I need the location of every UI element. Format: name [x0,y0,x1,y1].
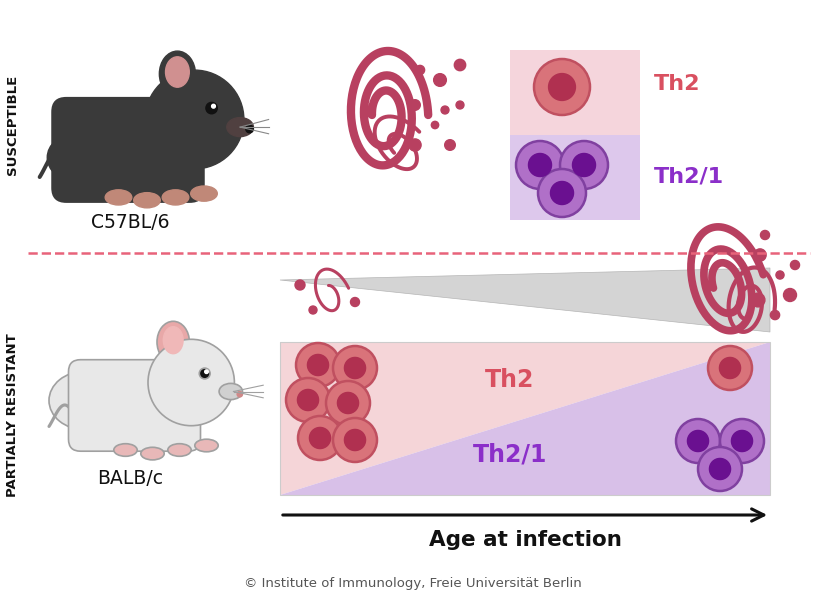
Circle shape [297,390,319,411]
Circle shape [790,260,800,270]
Circle shape [454,59,466,71]
Circle shape [776,271,784,279]
Circle shape [548,74,576,101]
Ellipse shape [164,327,183,354]
Text: Th2: Th2 [486,368,534,392]
Circle shape [145,70,244,169]
Circle shape [720,419,764,463]
Circle shape [148,339,235,426]
Circle shape [687,431,709,452]
Circle shape [310,428,330,449]
Polygon shape [280,342,770,495]
Ellipse shape [140,447,164,460]
Circle shape [444,140,455,150]
Circle shape [409,139,421,151]
Circle shape [205,370,208,373]
Circle shape [516,141,564,189]
Ellipse shape [162,190,189,205]
FancyBboxPatch shape [69,360,201,451]
Circle shape [719,358,741,379]
Circle shape [751,293,765,307]
Ellipse shape [168,444,191,456]
Circle shape [754,249,767,261]
Text: Th2: Th2 [654,74,700,94]
Circle shape [410,99,420,110]
Circle shape [456,101,464,109]
Ellipse shape [165,57,189,87]
Circle shape [732,431,752,452]
Circle shape [237,391,243,397]
Text: C57BL/6: C57BL/6 [91,212,169,232]
Text: PARTIALLY RESISTANT: PARTIALLY RESISTANT [7,333,20,497]
Text: © Institute of Immunology, Freie Universität Berlin: © Institute of Immunology, Freie Univers… [244,578,582,590]
Text: Th2/1: Th2/1 [654,167,724,187]
Bar [280,342,770,495]
FancyBboxPatch shape [51,97,205,203]
Circle shape [246,125,254,133]
Circle shape [710,458,730,479]
Circle shape [560,141,608,189]
Circle shape [761,230,770,239]
Circle shape [676,419,720,463]
Circle shape [434,74,446,86]
Text: Age at infection: Age at infection [429,530,621,550]
Circle shape [572,154,596,177]
Text: BALB/c: BALB/c [97,469,163,487]
Circle shape [708,346,752,390]
Ellipse shape [49,371,121,430]
Ellipse shape [191,186,217,201]
Circle shape [333,418,377,462]
Text: SUSCEPTIBLE: SUSCEPTIBLE [7,75,20,175]
Circle shape [296,343,340,387]
Circle shape [307,355,329,376]
Circle shape [295,280,305,290]
Ellipse shape [157,321,189,362]
Ellipse shape [134,192,160,208]
Circle shape [784,288,796,302]
Circle shape [199,368,210,379]
FancyArrowPatch shape [282,509,764,521]
Ellipse shape [47,134,104,182]
Circle shape [344,429,366,450]
Circle shape [298,416,342,460]
Circle shape [344,358,366,379]
Circle shape [206,103,217,114]
Circle shape [698,447,742,491]
Circle shape [350,297,359,306]
Polygon shape [280,342,770,495]
Circle shape [538,169,586,217]
Circle shape [333,346,377,390]
Ellipse shape [195,439,218,452]
Ellipse shape [227,118,254,137]
Circle shape [534,59,590,115]
Bar [510,50,640,135]
Circle shape [286,378,330,422]
Ellipse shape [219,384,243,400]
Ellipse shape [159,51,196,96]
Ellipse shape [114,444,137,456]
Circle shape [529,154,552,177]
Circle shape [338,393,358,414]
Circle shape [309,306,317,314]
Circle shape [415,65,425,75]
Text: Th2/1: Th2/1 [472,443,547,467]
Ellipse shape [105,190,132,205]
Polygon shape [280,268,770,332]
Circle shape [211,104,216,108]
Bar [510,135,640,220]
Circle shape [326,381,370,425]
Circle shape [431,121,439,128]
Circle shape [771,311,780,320]
Circle shape [441,106,449,114]
Circle shape [550,182,573,204]
